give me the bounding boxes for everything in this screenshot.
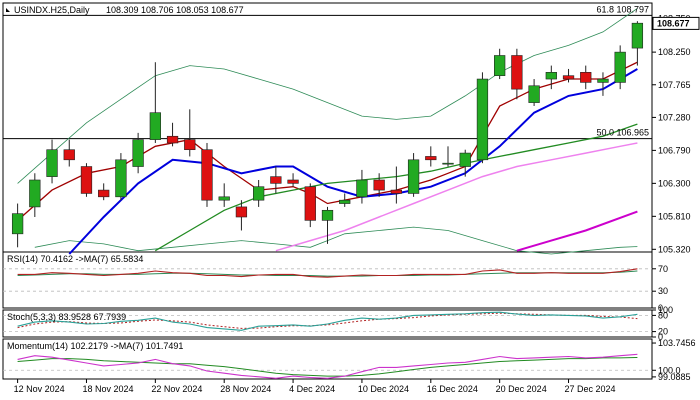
price-tick-label: 107.765 [658, 80, 691, 90]
price-tick-label: 107.280 [658, 112, 691, 122]
ema-blue-line [68, 68, 638, 255]
candle-body[interactable] [390, 189, 403, 194]
candle-body[interactable] [442, 162, 454, 165]
momentum-tick-label: 103.7456 [658, 338, 696, 348]
price-tick-label: 105.320 [658, 244, 691, 254]
stoch-tick-label: 0 [658, 332, 663, 342]
candle-body[interactable] [201, 149, 213, 201]
candle-body[interactable] [631, 22, 644, 49]
candle-body[interactable] [494, 55, 506, 76]
date-tick-label: 20 Dec 2024 [496, 384, 547, 394]
candle-body[interactable] [459, 152, 471, 167]
candle-body[interactable] [166, 135, 179, 144]
stoch-tick-label: 20 [658, 327, 668, 337]
current-price-label: 108.677 [657, 18, 690, 28]
rsi-pane-frame [2, 251, 653, 309]
candle-body[interactable] [304, 186, 316, 221]
date-tick-label: 16 Dec 2024 [427, 384, 478, 394]
candle-body[interactable] [63, 149, 75, 161]
fib-level-label: 50.0 106.965 [596, 128, 649, 138]
stoch-tick-label: 100 [658, 305, 673, 315]
candle-body[interactable] [98, 189, 110, 198]
date-tick-label: 27 Dec 2024 [565, 384, 616, 394]
candle-body[interactable] [562, 75, 575, 80]
candle-body[interactable] [373, 179, 385, 191]
candle-body[interactable] [597, 78, 609, 83]
candle-body[interactable] [407, 159, 420, 194]
momentum-label: Momentum(14) 102.2179 ->MA(7) 101.7491 [7, 341, 183, 351]
candle-body[interactable] [614, 51, 626, 83]
candle-body[interactable] [132, 139, 144, 167]
candle-body[interactable] [476, 78, 489, 161]
date-tick-label: 18 Nov 2024 [82, 384, 133, 394]
candle-body[interactable] [545, 72, 557, 80]
candle-body[interactable] [425, 156, 437, 161]
momentum-tick-label: 100.0 [658, 365, 681, 375]
candle-body[interactable] [184, 139, 196, 151]
sma-magenta-long-line [516, 210, 638, 252]
momentum-tick-label: 99.0885 [658, 372, 691, 382]
candle-body[interactable] [29, 179, 41, 208]
price-tick-label: 106.790 [658, 145, 691, 155]
stoch-label: Stoch(5,3,3) 83.9528 67.7939 [7, 312, 126, 322]
stoch-main-line [17, 311, 638, 331]
momentum-ma-line [17, 357, 638, 377]
candle-body[interactable] [11, 213, 24, 235]
rsi-main-line [17, 268, 638, 278]
stoch-tick-label: 80 [658, 310, 668, 320]
momentum-pane-frame [2, 338, 653, 380]
candle-body[interactable] [80, 166, 93, 194]
boll-upper-line [17, 8, 638, 184]
date-tick-label: 28 Nov 2024 [220, 384, 271, 394]
date-tick-label: 12 Nov 2024 [14, 384, 65, 394]
candle-body[interactable] [252, 186, 265, 201]
date-tick-label: 4 Dec 2024 [289, 384, 335, 394]
price-tick-label: 105.810 [658, 211, 691, 221]
candle-body[interactable] [511, 55, 523, 90]
stoch-pane-frame [2, 309, 653, 338]
candle-body[interactable] [270, 176, 282, 184]
rsi-tick-label: 70 [658, 264, 668, 274]
rsi-label: RSI(14) 70.4162 ->MA(7) 65.5834 [7, 254, 143, 264]
candle-body[interactable] [235, 206, 248, 218]
candle-body[interactable] [287, 179, 299, 184]
ohlc-values: 108.309 108.706 108.053 108.677 [106, 5, 244, 15]
sma-magenta-line [275, 142, 638, 252]
candle-body[interactable] [149, 112, 161, 140]
candle-body[interactable] [339, 199, 351, 204]
instrument-label: USINDX.H25,Daily [14, 5, 90, 15]
current-price-tag [652, 16, 700, 30]
momentum-main-line [17, 353, 638, 379]
candle-body[interactable] [115, 159, 127, 198]
ema-red-line [17, 61, 638, 221]
triangle-icon [6, 8, 10, 12]
candle-body[interactable] [580, 72, 592, 83]
candle-body[interactable] [321, 209, 334, 221]
price-tick-label: 108.250 [658, 47, 691, 57]
candle-body[interactable] [46, 149, 58, 177]
rsi-tick-label: 30 [658, 286, 668, 296]
candle-body[interactable] [528, 85, 540, 103]
candle-body[interactable] [356, 179, 368, 198]
candle-body[interactable] [218, 196, 230, 201]
price-tick-label: 106.300 [658, 178, 691, 188]
date-tick-label: 10 Dec 2024 [358, 384, 409, 394]
date-tick-label: 22 Nov 2024 [151, 384, 202, 394]
rsi-tick-label: 0 [658, 303, 663, 313]
boll-lower-line [34, 226, 638, 255]
fib-level-label: 61.8 108.797 [596, 4, 649, 14]
